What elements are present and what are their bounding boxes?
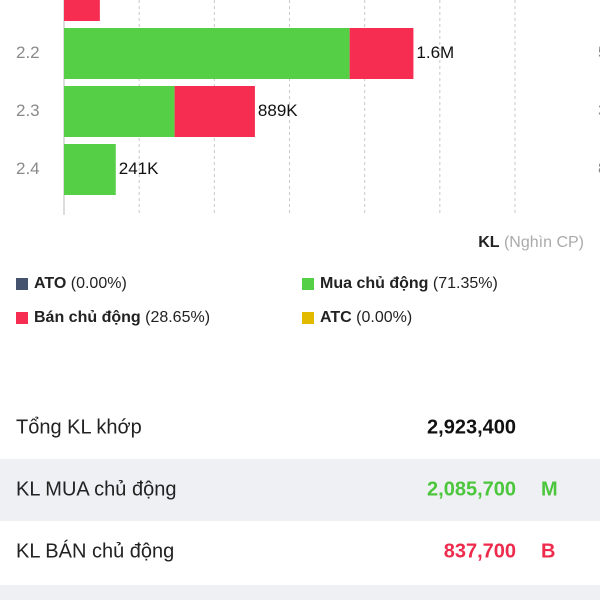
- y-tick-label: 2.2: [16, 43, 40, 62]
- percent-label: 5.73%: [598, 0, 600, 4]
- chart: 2.1 167K 5.73% 2.2 1.6M 55.64% 2.3 889K 30.40% 2.…: [16, 0, 600, 326]
- row-tag: B: [541, 540, 556, 563]
- legend-swatch: [16, 278, 28, 290]
- legend-swatch: [302, 278, 314, 290]
- percent-label: 30.40%: [598, 103, 600, 120]
- value-label: 889K: [258, 101, 298, 120]
- row-label: KL MUA chủ động: [16, 478, 177, 501]
- legend-name: ATC: [320, 309, 352, 326]
- legend-name: Mua chủ động: [320, 275, 428, 292]
- legend-name: Bán chủ động: [34, 309, 141, 326]
- legend-share: (0.00%): [356, 309, 412, 326]
- legend-share: (28.65%): [145, 309, 210, 326]
- bar-segment: [174, 86, 255, 137]
- percent-label: 8.23%: [598, 161, 600, 178]
- value-label: 167K: [103, 0, 143, 4]
- bar-segment: [64, 28, 350, 79]
- bar-segment: [64, 0, 100, 21]
- legend-entry: Mua chủ động (71.35%): [320, 275, 498, 292]
- summary-row: KL MUA chủ động 2,085,700 M: [0, 459, 600, 521]
- bar-segment: [349, 28, 414, 79]
- value-label: 1.6M: [416, 43, 454, 62]
- row-value: 2,085,700: [427, 478, 516, 501]
- row-label: Tổng KL khớp: [16, 416, 142, 439]
- summary-row: Tổng KL khớp 2,923,400: [0, 397, 600, 459]
- legend-swatch: [302, 312, 314, 324]
- y-tick-label: 2.1: [16, 0, 40, 4]
- row-tag: M: [541, 478, 558, 501]
- legend-share: (0.00%): [71, 275, 127, 292]
- row-value: 2,923,400: [427, 416, 516, 439]
- legend-share: (71.35%): [433, 275, 498, 292]
- row-value: 837,700: [443, 540, 516, 563]
- legend-swatch: [16, 312, 28, 324]
- y-tick-label: 2.4: [16, 159, 40, 178]
- y-tick-label: 2.3: [16, 101, 40, 120]
- legend-entry: ATC (0.00%): [320, 309, 412, 326]
- summary-row: KL BÁN chủ động 837,700 B: [0, 521, 600, 583]
- axis-title: KL (Nghìn CP): [478, 234, 584, 251]
- legend-entry: Bán chủ động (28.65%): [34, 309, 210, 326]
- axis-label: KL: [478, 234, 500, 251]
- percent-label: 55.64%: [598, 45, 600, 62]
- bar-segment: [64, 144, 116, 195]
- row-bg: [0, 585, 600, 600]
- row-label: KL BÁN chủ động: [16, 540, 175, 563]
- legend-entry: ATO (0.00%): [34, 275, 127, 292]
- value-label: 241K: [119, 159, 159, 178]
- legend-name: ATO: [34, 275, 66, 292]
- bar-segment: [64, 86, 175, 137]
- axis-unit: (Nghìn CP): [504, 234, 584, 251]
